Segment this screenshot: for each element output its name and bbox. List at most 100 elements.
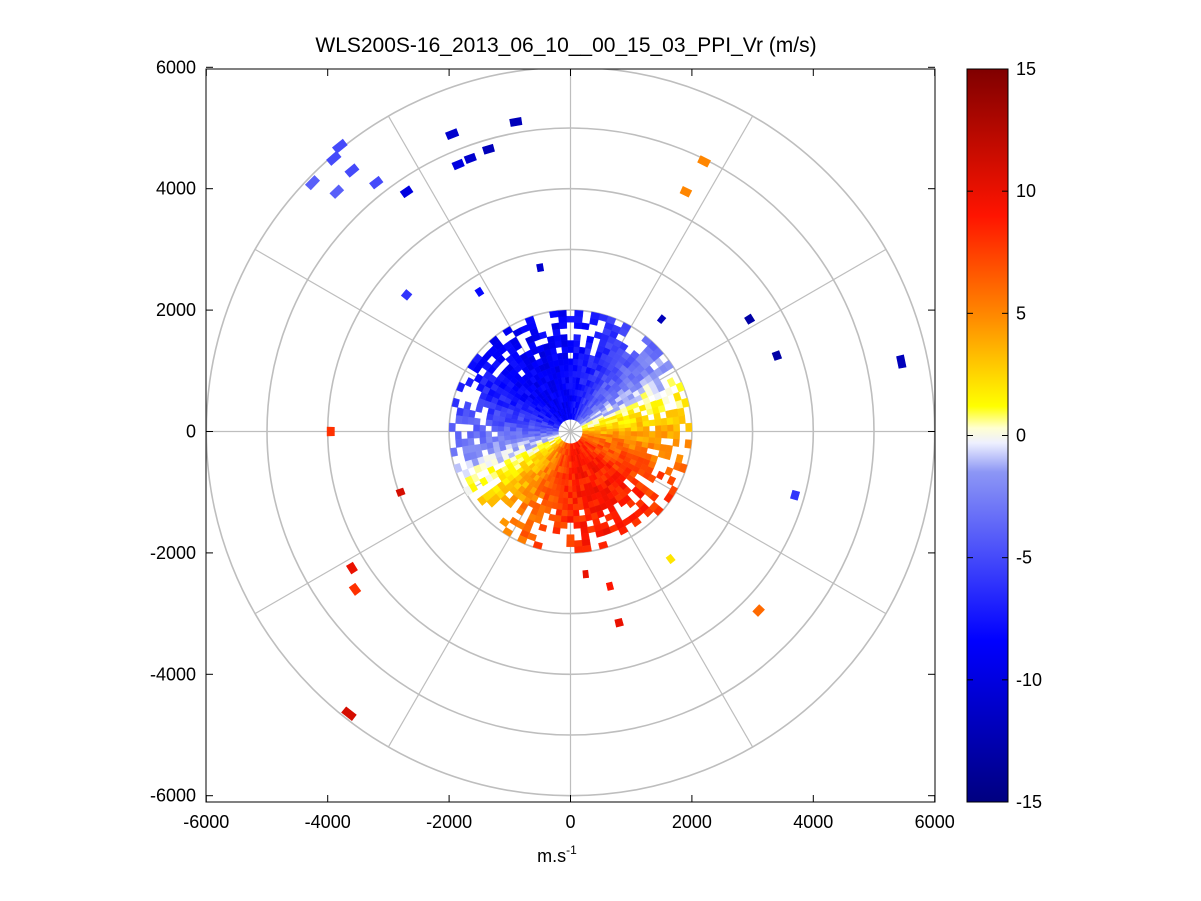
x-axis-label: m.s-1 (537, 843, 577, 866)
velocity-cell (558, 491, 565, 499)
velocity-cell (509, 431, 517, 436)
velocity-cell (681, 397, 690, 408)
velocity-cell (675, 381, 685, 393)
velocity-cell (649, 491, 660, 502)
velocity-cell (502, 526, 514, 537)
velocity-cell (568, 382, 573, 390)
velocity-cell (503, 426, 511, 432)
velocity-cell (624, 431, 632, 436)
velocity-cell (575, 370, 582, 378)
velocity-cell (567, 364, 574, 371)
return-gate (697, 155, 712, 168)
velocity-cell (673, 423, 681, 432)
velocity-cell (572, 497, 579, 505)
velocity-cell (517, 534, 528, 545)
velocity-cell (568, 394, 573, 402)
velocity-cell (666, 416, 674, 425)
return-gate (744, 313, 756, 325)
velocity-cell (654, 418, 662, 426)
velocity-cell (666, 377, 677, 388)
velocity-cell (562, 352, 569, 360)
velocity-cell (451, 397, 460, 408)
velocity-cell (533, 428, 541, 432)
velocity-cell (582, 544, 592, 553)
velocity-cell (567, 346, 574, 353)
velocity-cell (454, 431, 462, 440)
velocity-cell (660, 417, 668, 426)
velocity-cell (648, 419, 656, 427)
velocity-cell (515, 431, 523, 436)
y-tick-label: 4000 (156, 179, 196, 199)
velocity-cell (558, 322, 568, 330)
velocity-cell (563, 485, 569, 493)
velocity-cell (577, 352, 585, 361)
velocity-cell (532, 540, 543, 550)
velocity-cell (456, 407, 464, 417)
velocity-cell (450, 447, 458, 457)
velocity-cell (557, 497, 564, 505)
return-gate (752, 604, 765, 617)
x-tick-label: 2000 (672, 812, 712, 832)
y-tick-label: 6000 (156, 57, 196, 77)
velocity-cell (636, 431, 644, 437)
velocity-cell (618, 434, 626, 440)
velocity-cell (576, 364, 583, 372)
velocity-cell (560, 340, 568, 348)
velocity-cell (573, 322, 583, 330)
velocity-cell (571, 394, 575, 402)
return-gate (482, 143, 495, 155)
return-gate (326, 426, 335, 437)
velocity-cell (620, 322, 632, 332)
velocity-cell (661, 424, 668, 432)
velocity-cell (588, 431, 596, 434)
return-gate (348, 582, 362, 596)
velocity-cell (580, 526, 589, 535)
return-gate (369, 175, 384, 190)
velocity-cell (635, 440, 643, 447)
velocity-cell (549, 310, 559, 319)
velocity-cell (648, 436, 656, 444)
x-tick-label: -2000 (426, 812, 472, 832)
velocity-cell (573, 346, 580, 354)
velocity-cell (612, 434, 620, 439)
velocity-cell (479, 476, 489, 487)
velocity-cell (594, 431, 602, 434)
velocity-cell (565, 467, 570, 475)
return-gate (509, 117, 523, 127)
velocity-cell (630, 349, 640, 360)
velocity-cell (655, 424, 662, 432)
velocity-cell (467, 431, 474, 439)
velocity-cell (572, 364, 578, 372)
velocity-cell (624, 435, 632, 441)
velocity-cell (581, 322, 590, 331)
velocity-cell (593, 331, 603, 340)
velocity-cell (539, 429, 547, 432)
velocity-cell (455, 415, 463, 425)
velocity-cell (467, 438, 475, 447)
velocity-cell (485, 436, 493, 444)
velocity-cell (562, 503, 569, 511)
velocity-cell (485, 431, 493, 438)
velocity-cell (618, 525, 629, 536)
velocity-cell (491, 420, 499, 427)
velocity-cell (462, 445, 470, 455)
velocity-cell (521, 427, 529, 432)
velocity-cell (573, 334, 581, 342)
return-gate (329, 184, 345, 199)
velocity-cell (448, 422, 456, 432)
velocity-cell (515, 427, 523, 432)
velocity-cell (573, 521, 581, 529)
velocity-cell (467, 359, 478, 371)
velocity-cell (538, 523, 548, 532)
velocity-cell (668, 485, 678, 497)
velocity-cell (618, 431, 626, 436)
velocity-cell (666, 475, 677, 486)
velocity-cell (503, 431, 511, 437)
velocity-cell (559, 485, 566, 493)
return-gate (790, 489, 801, 501)
return-gate (582, 569, 590, 579)
velocity-cell (524, 315, 536, 325)
velocity-cell (566, 316, 575, 323)
velocity-cell (476, 495, 488, 506)
velocity-cell (574, 315, 583, 324)
